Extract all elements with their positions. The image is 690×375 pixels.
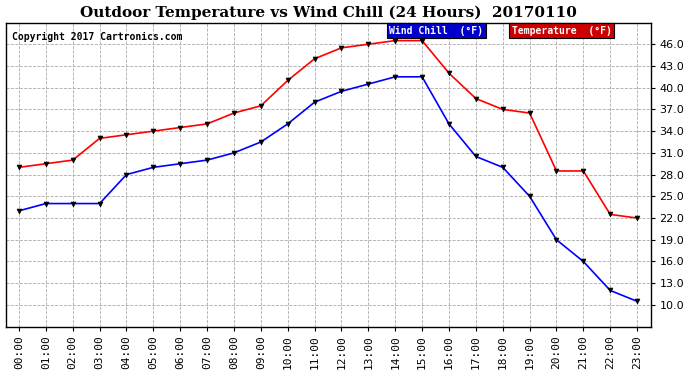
Text: Copyright 2017 Cartronics.com: Copyright 2017 Cartronics.com: [12, 32, 182, 42]
Text: Wind Chill  (°F): Wind Chill (°F): [389, 26, 483, 36]
Title: Outdoor Temperature vs Wind Chill (24 Hours)  20170110: Outdoor Temperature vs Wind Chill (24 Ho…: [79, 6, 576, 20]
Text: Temperature  (°F): Temperature (°F): [512, 26, 612, 36]
